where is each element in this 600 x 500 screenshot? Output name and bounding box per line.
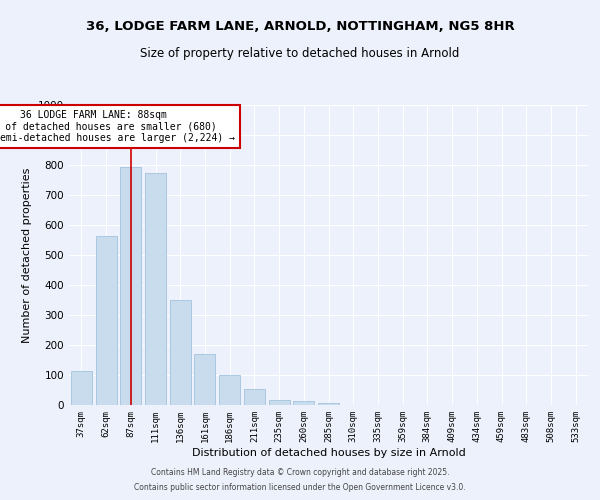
Bar [120,166,141,405]
Bar [293,402,314,405]
Bar [71,370,92,405]
Bar [170,300,191,405]
Text: Size of property relative to detached houses in Arnold: Size of property relative to detached ho… [140,48,460,60]
Text: 36 LODGE FARM LANE: 88sqm
← 23% of detached houses are smaller (680)
76% of semi: 36 LODGE FARM LANE: 88sqm ← 23% of detac… [0,110,235,142]
Bar [95,236,116,405]
Text: Contains public sector information licensed under the Open Government Licence v3: Contains public sector information licen… [134,483,466,492]
Text: 36, LODGE FARM LANE, ARNOLD, NOTTINGHAM, NG5 8HR: 36, LODGE FARM LANE, ARNOLD, NOTTINGHAM,… [86,20,514,33]
Bar [194,354,215,405]
Bar [244,390,265,405]
X-axis label: Distribution of detached houses by size in Arnold: Distribution of detached houses by size … [191,448,466,458]
Text: Contains HM Land Registry data © Crown copyright and database right 2025.: Contains HM Land Registry data © Crown c… [151,468,449,477]
Bar [219,375,240,405]
Bar [269,400,290,405]
Bar [318,402,339,405]
Bar [145,172,166,405]
Y-axis label: Number of detached properties: Number of detached properties [22,168,32,342]
